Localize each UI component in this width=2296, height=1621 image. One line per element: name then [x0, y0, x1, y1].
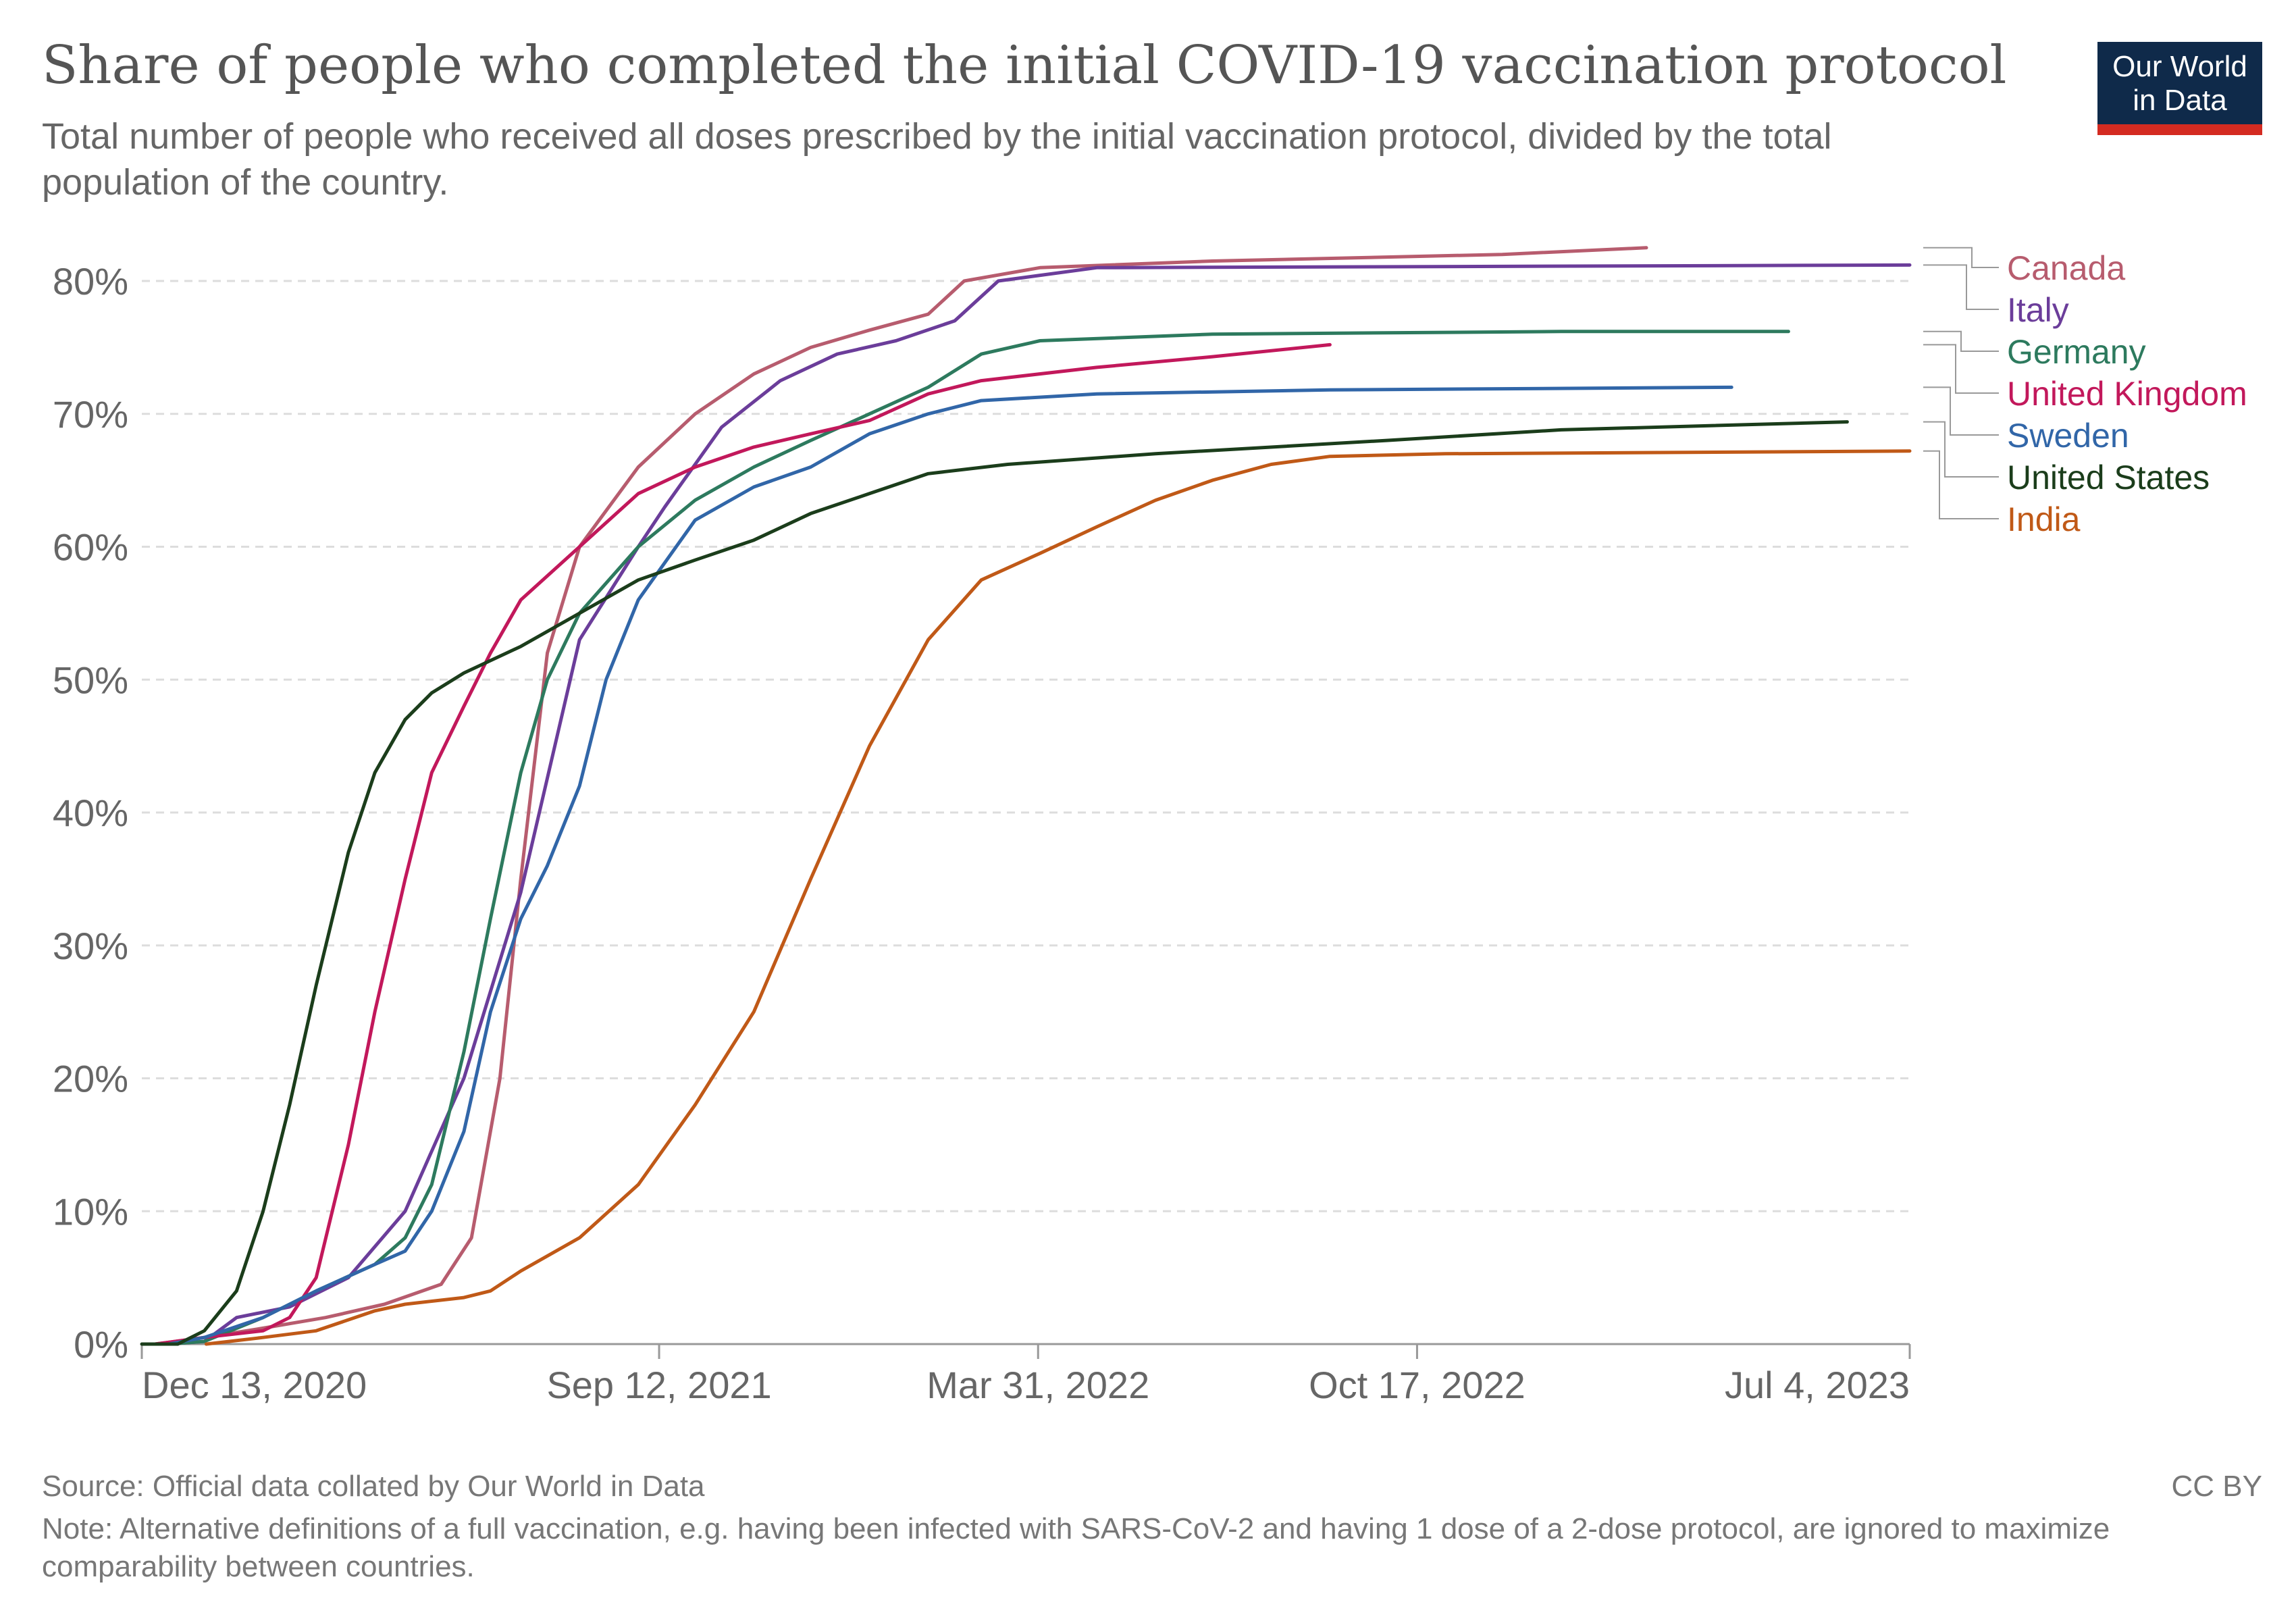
chart-title: Share of people who completed the initia…: [42, 35, 2007, 96]
legend-label: Canada: [2007, 249, 2125, 287]
series-lines: [140, 246, 1912, 1346]
y-tick-label: 40%: [53, 792, 128, 834]
source-note: Source: Official data collated by Our Wo…: [42, 1470, 705, 1503]
y-tick-label: 80%: [53, 260, 128, 303]
chart-subtitle: Total number of people who received all …: [42, 116, 1832, 203]
legend-label: United Kingdom: [2007, 375, 2247, 413]
series-legend: Canada Italy Germany United Kingdom Sweden Un…: [1923, 247, 2247, 538]
y-tick-label: 30%: [53, 925, 128, 967]
legend-label: Italy: [2007, 291, 2069, 329]
y-tick-label: 50%: [53, 659, 128, 701]
legend-connector: [1923, 386, 1999, 436]
line-chart: 0% 10% 20% 30% 40% 50% 60% 70% 80% Dec 13, 2020 S…: [53, 246, 2247, 1406]
grid-lines: [142, 280, 1910, 1212]
y-tick-label: 70%: [53, 393, 128, 436]
legend-label: United States: [2007, 459, 2210, 496]
logo-line-1: Our World: [2112, 50, 2247, 83]
x-axis: Dec 13, 2020 Sep 12, 2021 Mar 31, 2022 Oct …: [140, 1343, 1911, 1406]
y-tick-label: 10%: [53, 1190, 128, 1233]
license-link[interactable]: CC BY: [2171, 1470, 2262, 1503]
footnote: Note: Alternative definitions of a full …: [42, 1512, 2110, 1583]
series-line: [166, 330, 1790, 1346]
series-line: [153, 246, 1648, 1346]
x-tick-label: Sep 12, 2021: [546, 1364, 771, 1406]
y-tick-label: 60%: [53, 526, 128, 569]
logo-line-2: in Data: [2133, 84, 2227, 117]
legend-connector: [1923, 264, 1999, 310]
legend-label: Sweden: [2007, 417, 2129, 455]
legend-connector: [1923, 344, 1999, 394]
legend-connector: [1923, 247, 1999, 268]
y-axis: 0% 10% 20% 30% 40% 50% 60% 70% 80%: [53, 260, 128, 1366]
legend-label: India: [2007, 500, 2081, 538]
series-line: [166, 385, 1733, 1346]
y-tick-label: 0%: [74, 1323, 128, 1366]
x-tick-label: Dec 13, 2020: [142, 1364, 367, 1406]
owid-logo[interactable]: Our World in Data: [2097, 42, 2262, 135]
legend-connector: [1923, 450, 1999, 519]
series-line: [140, 420, 1849, 1346]
series-line: [153, 342, 1332, 1346]
series-line: [204, 449, 1912, 1346]
x-tick-label: Mar 31, 2022: [927, 1364, 1149, 1406]
y-tick-label: 20%: [53, 1058, 128, 1100]
legend-connector: [1923, 330, 1999, 352]
legend-label: Germany: [2007, 333, 2146, 371]
x-tick-label: Jul 4, 2023: [1725, 1364, 1910, 1406]
legend-connector: [1923, 421, 1999, 478]
x-tick-label: Oct 17, 2022: [1309, 1364, 1525, 1406]
